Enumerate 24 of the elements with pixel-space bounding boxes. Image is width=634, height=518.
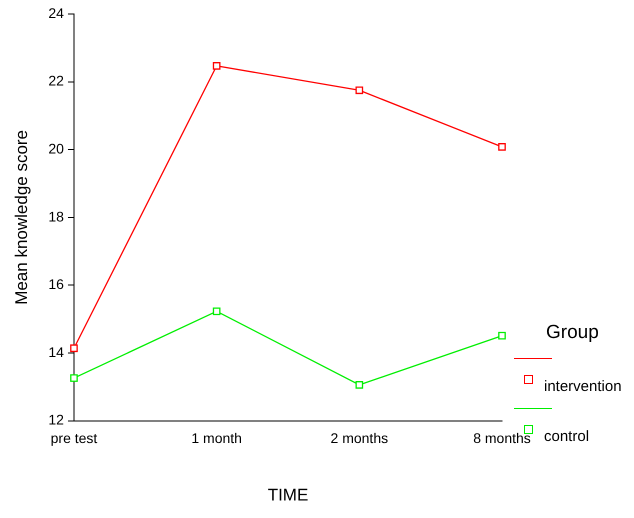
y-tick-label: 20 bbox=[48, 140, 64, 156]
point bbox=[212, 62, 220, 70]
legend-label: control bbox=[544, 428, 590, 445]
point bbox=[212, 307, 220, 316]
y-tick-label: 12 bbox=[48, 412, 64, 428]
point bbox=[355, 381, 364, 389]
legend-title: Group bbox=[546, 322, 599, 344]
point bbox=[70, 344, 78, 352]
y-tick-label: 18 bbox=[48, 208, 64, 224]
y-tick-label: 24 bbox=[48, 4, 64, 21]
point bbox=[355, 86, 364, 94]
y-tick-label: 16 bbox=[48, 276, 64, 292]
point bbox=[498, 143, 506, 151]
y-tick-label: 14 bbox=[48, 344, 64, 360]
point bbox=[70, 374, 78, 382]
x-tick-label: 1 month bbox=[191, 430, 242, 446]
point bbox=[498, 332, 506, 340]
x-tick-label: 2 months bbox=[330, 430, 388, 446]
legend-label: intervention bbox=[544, 378, 622, 395]
y-axis-title: Mean knowledge score bbox=[12, 130, 31, 305]
x-tick-label: 8 months bbox=[473, 430, 531, 446]
x-axis-title: TIME bbox=[268, 485, 308, 504]
x-tick-label: pre test bbox=[50, 430, 98, 446]
y-tick-label: 22 bbox=[48, 72, 64, 89]
